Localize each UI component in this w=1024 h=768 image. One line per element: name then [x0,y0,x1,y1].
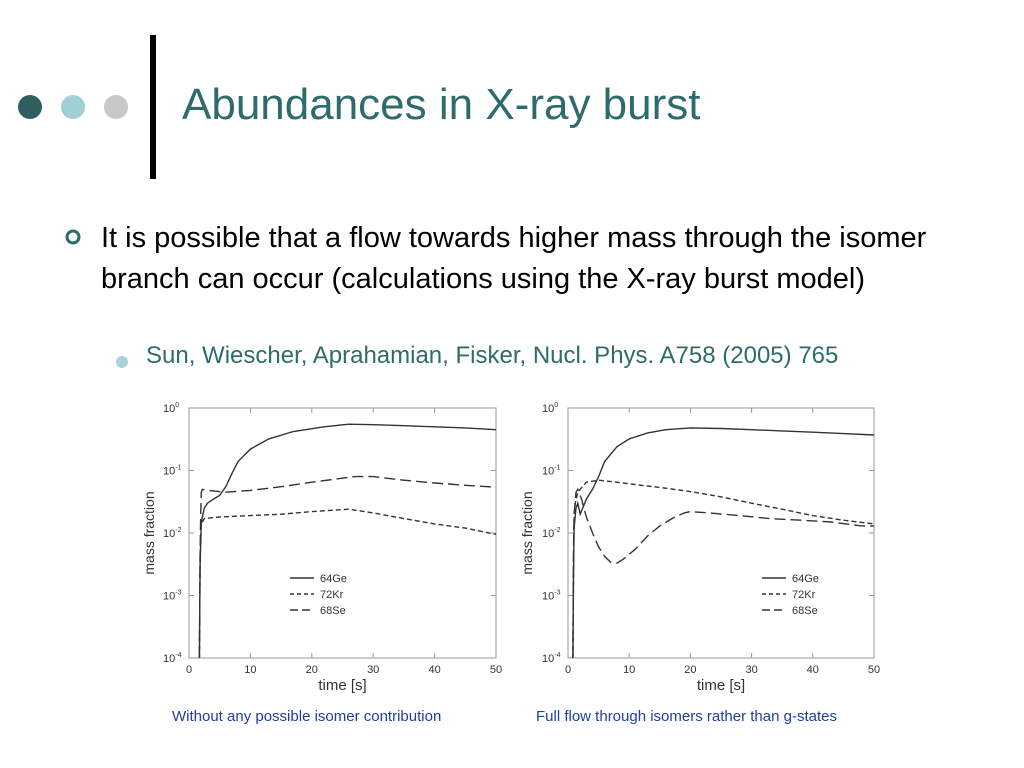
y-tick-label: 10-2 [542,527,561,540]
y-tick-label: 10-1 [163,465,182,478]
series-line-64Ge [572,427,875,659]
series-line-64Ge [198,423,497,659]
legend-label: 68Se [792,605,818,617]
x-tick-label: 40 [807,664,819,676]
x-tick-label: 0 [565,664,571,676]
legend-label: 72Kr [792,589,816,601]
legend-label: 64Ge [792,573,819,585]
dark-teal-dot [18,95,42,119]
x-tick-label: 20 [684,664,696,676]
y-tick-label: 100 [542,402,558,415]
plot-frame [567,407,875,659]
chart-right: 0 10 20 30 40 50 100 10-1 10-2 10-3 10-4 time [s] ma… [519,402,880,694]
y-tick-label: 10-1 [542,465,561,478]
caption-left: Without any possible isomer contribution [172,708,442,725]
y-tick-label: 10-4 [163,652,182,665]
light-teal-dot [61,95,85,119]
gray-dot [104,95,128,119]
x-axis-label: time [s] [697,677,745,694]
series-line-72Kr [198,508,497,659]
x-tick-label: 10 [623,664,635,676]
series-line-72Kr [572,479,875,659]
x-axis-label: time [s] [318,677,366,694]
series-line-68Se [572,487,874,659]
x-tick-label: 40 [428,664,440,676]
y-tick-label: 100 [163,402,179,415]
x-tick-label: 50 [490,664,502,676]
x-tick-label: 30 [745,664,757,676]
legend-label: 64Ge [320,573,347,585]
x-tick-label: 10 [244,664,256,676]
plot-frame [188,407,497,659]
y-axis-label: mass fraction [519,491,535,574]
y-tick-label: 10-2 [163,527,182,540]
y-tick-label: 10-4 [542,652,561,665]
x-tick-label: 50 [868,664,880,676]
legend-label: 68Se [320,605,346,617]
title-divider [150,35,156,179]
y-tick-label: 10-3 [542,590,561,603]
legend-label: 72Kr [320,589,344,601]
y-tick-label: 10-3 [163,590,182,603]
caption-right: Full flow through isomers rather than g-… [536,708,837,725]
ring-bullet-icon [65,229,81,245]
y-axis-label: mass fraction [141,491,157,574]
x-tick-label: 20 [306,664,318,676]
series-line-68Se [198,475,497,659]
chart-left: 0 10 20 30 40 50 100 10-1 10-2 10-3 10-4 time [s] ma… [141,402,502,694]
slide-title: Abundances in X-ray burst [182,80,701,129]
x-tick-label: 0 [186,664,192,676]
x-tick-label: 30 [367,664,379,676]
citation-text: Sun, Wiescher, Aprahamian, Fisker, Nucl.… [146,342,839,369]
sub-bullet-dot-icon [116,356,128,368]
bullet-text: It is possible that a flow towards highe… [101,222,927,295]
